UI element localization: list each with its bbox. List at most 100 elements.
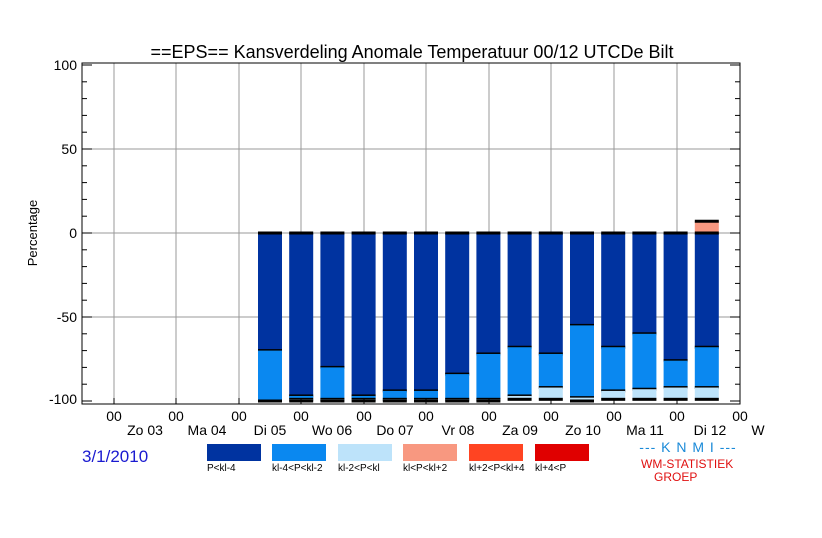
legend-swatch [338, 444, 392, 461]
bar-segment [694, 347, 719, 388]
bar-segment [258, 350, 282, 401]
bar-segment-edge [694, 219, 719, 223]
x-day-label: Zo 10 [565, 422, 601, 438]
x-hour-label: 00 [231, 408, 247, 424]
bar-zero-edge [476, 231, 501, 235]
x-day-label: Ma 11 [626, 422, 664, 438]
bar-segment [507, 395, 532, 400]
y-tick-label: -100 [49, 391, 77, 407]
bar-zero-edge [258, 231, 282, 235]
bar-segment [289, 395, 314, 400]
bar-segment [476, 353, 501, 400]
bar-segment [632, 333, 657, 390]
bar-segment [663, 387, 688, 400]
x-hour-label: 00 [356, 408, 372, 424]
bar-segment [663, 233, 688, 361]
bar-segment [632, 233, 657, 334]
y-tick-label: 100 [54, 57, 78, 73]
x-day-label: Di 05 [254, 422, 287, 438]
bars-layer [258, 219, 719, 403]
bar-segment [538, 387, 563, 400]
legend-label: kl+4<P [535, 463, 566, 474]
bar-segment [507, 347, 532, 396]
bar-zero-edge [382, 231, 407, 235]
x-hour-label: 00 [168, 408, 184, 424]
bar-segment [601, 390, 626, 400]
bar-zero-edge [320, 231, 345, 235]
bar-segment [445, 233, 470, 375]
bar-segment [351, 395, 376, 400]
x-day-label: W [751, 422, 765, 438]
bar-zero-edge [694, 231, 719, 235]
legend-swatch [535, 444, 589, 461]
bar-segment-edge [320, 399, 345, 403]
bar-segment [570, 325, 594, 398]
y-tick-label: 0 [69, 225, 77, 241]
legend-swatch [469, 444, 523, 461]
legend-swatch [272, 444, 326, 461]
x-day-label: Ma 04 [188, 422, 227, 438]
bar-segment [289, 233, 314, 396]
bar-segment [663, 360, 688, 388]
bar-segment-edge [663, 397, 688, 401]
bar-segment [570, 233, 594, 326]
bar-segment [414, 233, 438, 391]
legend-swatch [403, 444, 457, 461]
bar-segment-edge [694, 397, 719, 401]
x-day-label: Do 07 [376, 422, 414, 438]
bar-segment-edge [382, 399, 407, 403]
x-hour-label: 00 [418, 408, 434, 424]
x-hour-label: 00 [481, 408, 497, 424]
bar-segment [445, 374, 470, 400]
bar-zero-edge [570, 231, 594, 235]
bar-segment [694, 221, 719, 233]
wm-groep-label: GROEP [654, 470, 697, 484]
bar-segment [258, 233, 282, 351]
bar-segment [351, 233, 376, 396]
legend-label: kl-4<P<kl-2 [272, 463, 323, 474]
x-day-label: Di 12 [694, 422, 727, 438]
knmi-label: --- K N M I --- [639, 439, 736, 455]
legend: P<kl-4 kl-4<P<kl-2 kl-2<P<kl kl<P<kl+2 kl+2<… [207, 444, 589, 474]
chart-title: ==EPS== Kansverdeling Anomale Temperatuu… [151, 42, 674, 62]
bar-segment [601, 233, 626, 348]
bar-segment [694, 387, 719, 400]
x-hour-label: 00 [669, 408, 685, 424]
y-tick-label: -50 [57, 309, 77, 325]
bar-segment-edge [601, 397, 626, 401]
wm-statistiek-label: WM-STATISTIEK [641, 457, 733, 471]
x-axis: 00 00 00 00 00 00 00 00 00 00 00 Zo 03 Ma 04 Di 05 Wo … [106, 398, 765, 438]
legend-label: kl-2<P<kl [338, 463, 380, 474]
x-day-label: Za 09 [502, 422, 538, 438]
legend-swatch [207, 444, 261, 461]
bar-zero-edge [632, 231, 657, 235]
x-hour-label: 00 [106, 408, 122, 424]
bar-segment-edge [258, 399, 282, 403]
legend-label: kl<P<kl+2 [403, 463, 448, 474]
x-hour-label: 00 [543, 408, 559, 424]
bar-zero-edge [507, 231, 532, 235]
bar-segment [538, 233, 563, 354]
bar-zero-edge [445, 231, 470, 235]
bar-segment [382, 233, 407, 391]
bar-zero-edge [289, 231, 314, 235]
bar-zero-edge [663, 231, 688, 235]
y-tick-label: 50 [61, 141, 77, 157]
bar-zero-edge [414, 231, 438, 235]
x-hour-label: 00 [293, 408, 309, 424]
bar-segment [382, 390, 407, 400]
bar-segment-edge [507, 397, 532, 401]
bar-segment [476, 233, 501, 354]
bar-segment [601, 347, 626, 391]
bar-zero-edge [351, 231, 376, 235]
bar-segment-edge [570, 399, 594, 403]
bar-segment [320, 367, 345, 400]
bar-segment [320, 233, 345, 368]
run-date: 3/1/2010 [82, 447, 148, 466]
bar-segment-edge [476, 399, 501, 403]
legend-label: kl+2<P<kl+4 [469, 463, 525, 474]
bar-zero-edge [538, 231, 563, 235]
x-day-label: Vr 08 [442, 422, 475, 438]
legend-label: P<kl-4 [207, 463, 236, 474]
x-day-label: Zo 03 [127, 422, 163, 438]
